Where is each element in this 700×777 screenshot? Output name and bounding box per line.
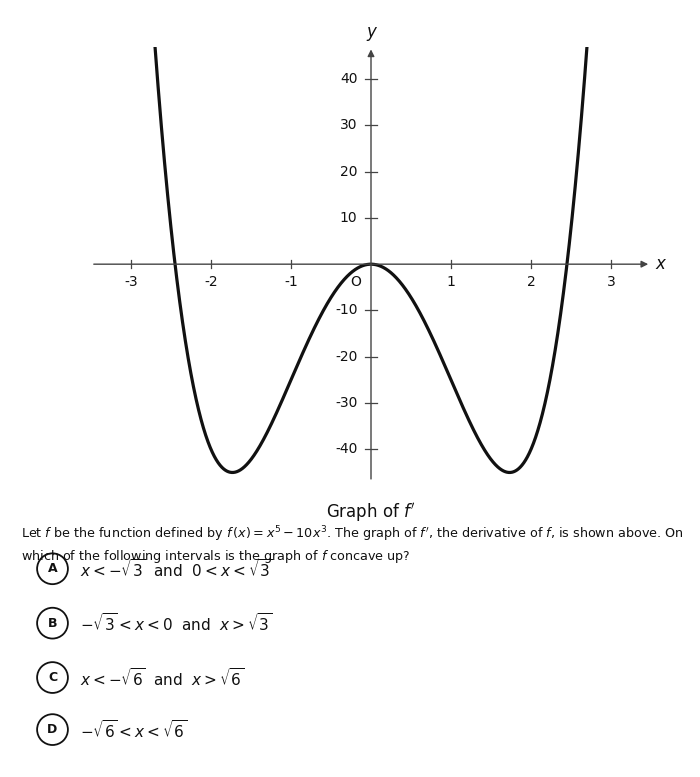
Text: 1: 1 [447, 275, 456, 289]
Text: -2: -2 [204, 275, 218, 289]
Text: which of the following intervals is the graph of $f$ concave up?: which of the following intervals is the … [21, 548, 411, 565]
Text: -20: -20 [335, 350, 358, 364]
Text: B: B [48, 617, 57, 629]
Text: $-\sqrt{3} < x < 0$  and  $x > \sqrt{3}$: $-\sqrt{3} < x < 0$ and $x > \sqrt{3}$ [80, 612, 273, 634]
Text: C: C [48, 671, 57, 684]
Text: 3: 3 [607, 275, 615, 289]
Text: 10: 10 [340, 211, 358, 225]
Text: $x < -\sqrt{3}$  and  $0 < x < \sqrt{3}$: $x < -\sqrt{3}$ and $0 < x < \sqrt{3}$ [80, 558, 274, 580]
Text: -3: -3 [124, 275, 138, 289]
Text: 2: 2 [526, 275, 536, 289]
Text: -10: -10 [335, 304, 358, 318]
Text: $-\sqrt{6} < x < \sqrt{6}$: $-\sqrt{6} < x < \sqrt{6}$ [80, 719, 188, 740]
Text: 40: 40 [340, 72, 358, 86]
Text: Let $f$ be the function defined by $f\,(x) = x^5 - 10x^3$. The graph of $f'$, th: Let $f$ be the function defined by $f\,(… [21, 524, 684, 544]
Text: Graph of $f'$: Graph of $f'$ [326, 501, 416, 524]
Text: -40: -40 [335, 442, 358, 456]
Text: 20: 20 [340, 165, 358, 179]
Text: A: A [48, 563, 57, 575]
Text: y: y [366, 23, 376, 41]
Text: -1: -1 [284, 275, 298, 289]
Text: O: O [351, 275, 361, 289]
Text: x: x [656, 255, 666, 274]
Text: $x < -\sqrt{6}$  and  $x > \sqrt{6}$: $x < -\sqrt{6}$ and $x > \sqrt{6}$ [80, 667, 245, 688]
Text: D: D [48, 723, 57, 736]
Text: 30: 30 [340, 118, 358, 132]
Text: -30: -30 [335, 396, 358, 410]
